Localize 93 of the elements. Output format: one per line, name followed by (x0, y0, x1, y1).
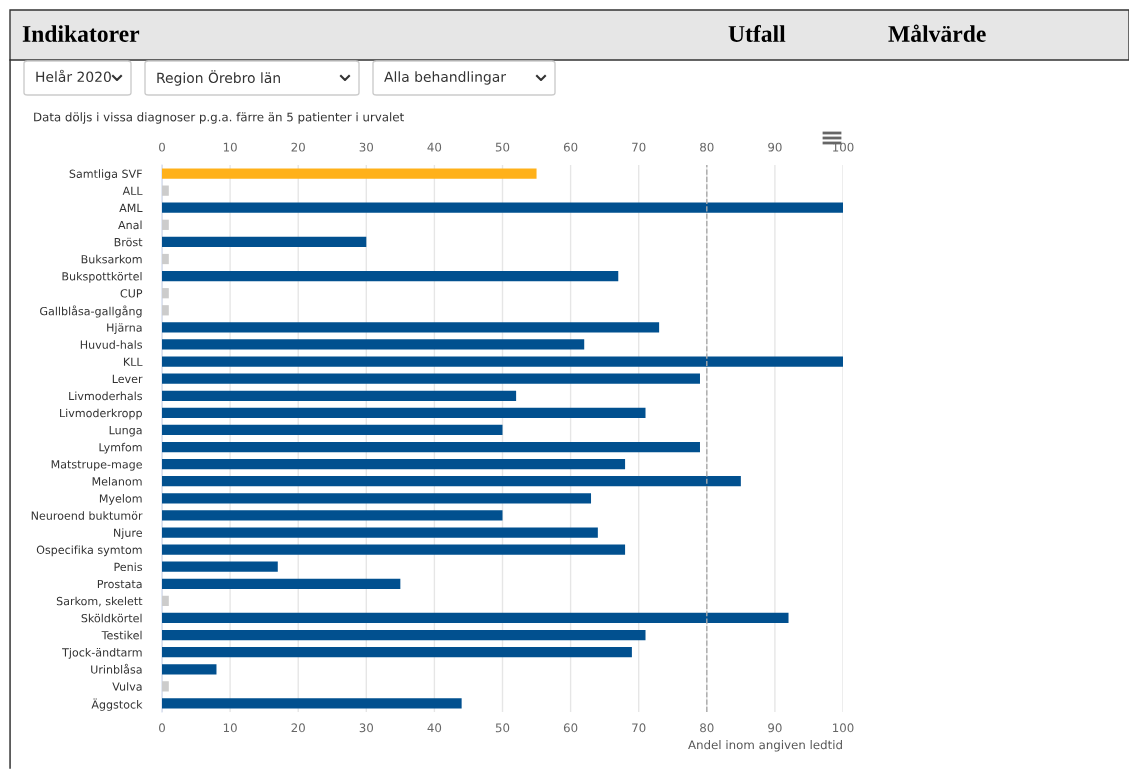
y-tick-label: AML (119, 203, 143, 212)
y-tick-label: Lymfom (99, 442, 142, 454)
bar (162, 647, 632, 658)
bar (162, 459, 626, 470)
x-axis-title: Andel inom angiven ledtid (688, 740, 842, 752)
x-tick-label: 0 (159, 723, 165, 733)
y-tick-label: KLL (123, 357, 143, 366)
bar (162, 339, 585, 350)
y-tick-label: Matstrupe-mage (51, 460, 142, 471)
x-tick-label: 20 (291, 723, 305, 733)
bar (162, 510, 503, 521)
x-tick-label: 60 (563, 723, 578, 733)
y-tick-label: Äggstock (91, 698, 143, 711)
bar (162, 407, 646, 418)
x-tick-label: 30 (359, 723, 374, 733)
x2-tick-label: 50 (495, 142, 510, 152)
bar (162, 493, 592, 504)
x2-tick-label: 0 (159, 142, 165, 152)
y-tick-label: Sköldkörtel (81, 613, 142, 623)
y-tick-label: Bukspottkörtel (62, 271, 142, 283)
bar (162, 185, 169, 196)
y-tick-label: CUP (120, 289, 143, 298)
y-tick-label: Lunga (109, 426, 142, 437)
y-tick-label: Njure (114, 528, 142, 540)
y-tick-label: ALL (122, 186, 143, 195)
x-tick-label: 40 (427, 723, 442, 733)
y-tick-label: Livmoderkropp (60, 408, 142, 420)
bar (162, 390, 517, 401)
text: Helår 2020 (36, 69, 111, 83)
y-tick-label: Vulva (112, 682, 142, 691)
text: Alla behandlingar (384, 71, 506, 85)
bar (162, 681, 169, 692)
y-tick-label: Tjock-ändtarm (62, 647, 142, 659)
text: Målvärde (888, 24, 986, 42)
x2-tick-label: 90 (768, 142, 782, 152)
x2-tick-label: 20 (291, 142, 305, 152)
bar (162, 578, 401, 589)
y-tick-label: Melanom (92, 477, 142, 486)
x2-tick-label: 30 (359, 142, 374, 152)
bar (162, 527, 598, 538)
x-tick-label: 80 (700, 723, 714, 733)
bar (162, 424, 503, 436)
bar (162, 236, 367, 248)
bar (162, 612, 789, 624)
y-tick-label: Testikel (101, 630, 142, 640)
y-tick-label: Neuroend buktumör (31, 511, 143, 520)
x2-tick-label: 40 (427, 142, 442, 152)
y-tick-label: Huvud-hals (80, 340, 143, 349)
y-tick-label: Lever (112, 374, 143, 384)
bar (162, 219, 169, 230)
y-tick-label: Bröst (114, 237, 143, 247)
x-tick-label: 50 (495, 723, 510, 733)
y-tick-label: Samtliga SVF (69, 169, 142, 181)
bar (162, 544, 626, 555)
x2-tick-label: 60 (563, 142, 578, 152)
bar (162, 305, 169, 316)
bar (162, 698, 462, 709)
bar (162, 561, 278, 572)
bar (162, 629, 646, 641)
y-tick-label: Hjärna (107, 323, 142, 334)
y-tick-label: Buksarkom (81, 254, 142, 264)
y-tick-label: Ospecifika symtom (36, 545, 142, 557)
y-tick-label: Livmoderhals (69, 391, 143, 401)
bar (162, 270, 619, 282)
bar (162, 253, 169, 265)
text: Region Örebro län (157, 70, 280, 86)
text: Utfall (728, 25, 786, 42)
x-tick-label: 70 (632, 723, 646, 733)
x-tick-label: 90 (768, 723, 782, 733)
y-tick-label: Myelom (99, 494, 142, 505)
x2-tick-label: 10 (223, 142, 237, 152)
bar (162, 441, 700, 453)
bar (162, 168, 537, 179)
text: Indikatorer (22, 25, 140, 42)
bar (162, 356, 843, 367)
bar (162, 476, 741, 487)
x-tick-label: 100 (833, 723, 854, 733)
bar (162, 373, 700, 384)
x2-tick-label: 70 (632, 142, 646, 152)
text: Data döljs i vissa diagnoser p.g.a. färre än 5 patienter i urvalet (34, 112, 404, 124)
bar (162, 288, 169, 299)
x2-tick-label: 80 (700, 142, 714, 152)
bar (162, 202, 843, 213)
y-tick-label: Anal (118, 220, 142, 230)
y-tick-label: Penis (114, 562, 143, 572)
x-tick-label: 10 (223, 723, 237, 733)
bar (162, 322, 660, 333)
y-tick-label: Prostata (97, 579, 142, 589)
y-tick-label: Urinblåsa (91, 663, 142, 674)
bar (162, 664, 217, 675)
y-tick-label: Sarkom, skelett (56, 596, 143, 607)
y-tick-label: Gallblåsa-gallgång (40, 305, 142, 318)
bar (162, 595, 169, 607)
